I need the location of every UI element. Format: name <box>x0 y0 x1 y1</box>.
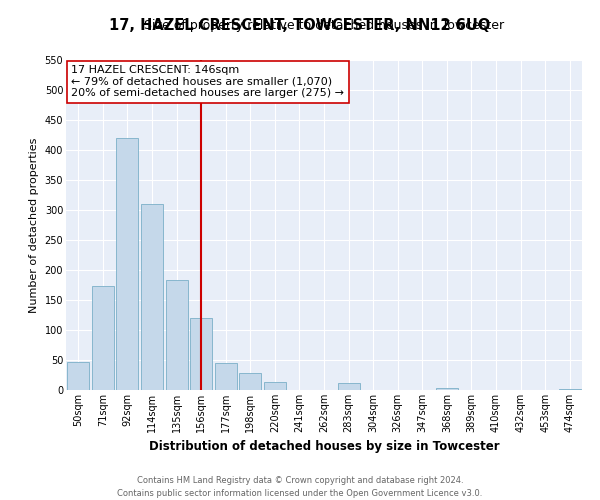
Title: Size of property relative to detached houses in Towcester: Size of property relative to detached ho… <box>144 20 504 32</box>
Y-axis label: Number of detached properties: Number of detached properties <box>29 138 39 312</box>
Bar <box>239 373 262 390</box>
Bar <box>436 388 458 390</box>
Bar <box>92 286 114 390</box>
Bar <box>141 204 163 390</box>
Text: Contains HM Land Registry data © Crown copyright and database right 2024.
Contai: Contains HM Land Registry data © Crown c… <box>118 476 482 498</box>
X-axis label: Distribution of detached houses by size in Towcester: Distribution of detached houses by size … <box>149 440 499 454</box>
Bar <box>166 280 188 390</box>
Bar <box>338 384 359 390</box>
Bar <box>116 138 139 390</box>
Bar <box>215 363 237 390</box>
Bar <box>559 389 581 390</box>
Text: 17 HAZEL CRESCENT: 146sqm
← 79% of detached houses are smaller (1,070)
20% of se: 17 HAZEL CRESCENT: 146sqm ← 79% of detac… <box>71 65 344 98</box>
Bar <box>264 382 286 390</box>
Bar <box>190 318 212 390</box>
Bar <box>67 362 89 390</box>
Text: 17, HAZEL CRESCENT, TOWCESTER, NN12 6UQ: 17, HAZEL CRESCENT, TOWCESTER, NN12 6UQ <box>109 18 491 32</box>
